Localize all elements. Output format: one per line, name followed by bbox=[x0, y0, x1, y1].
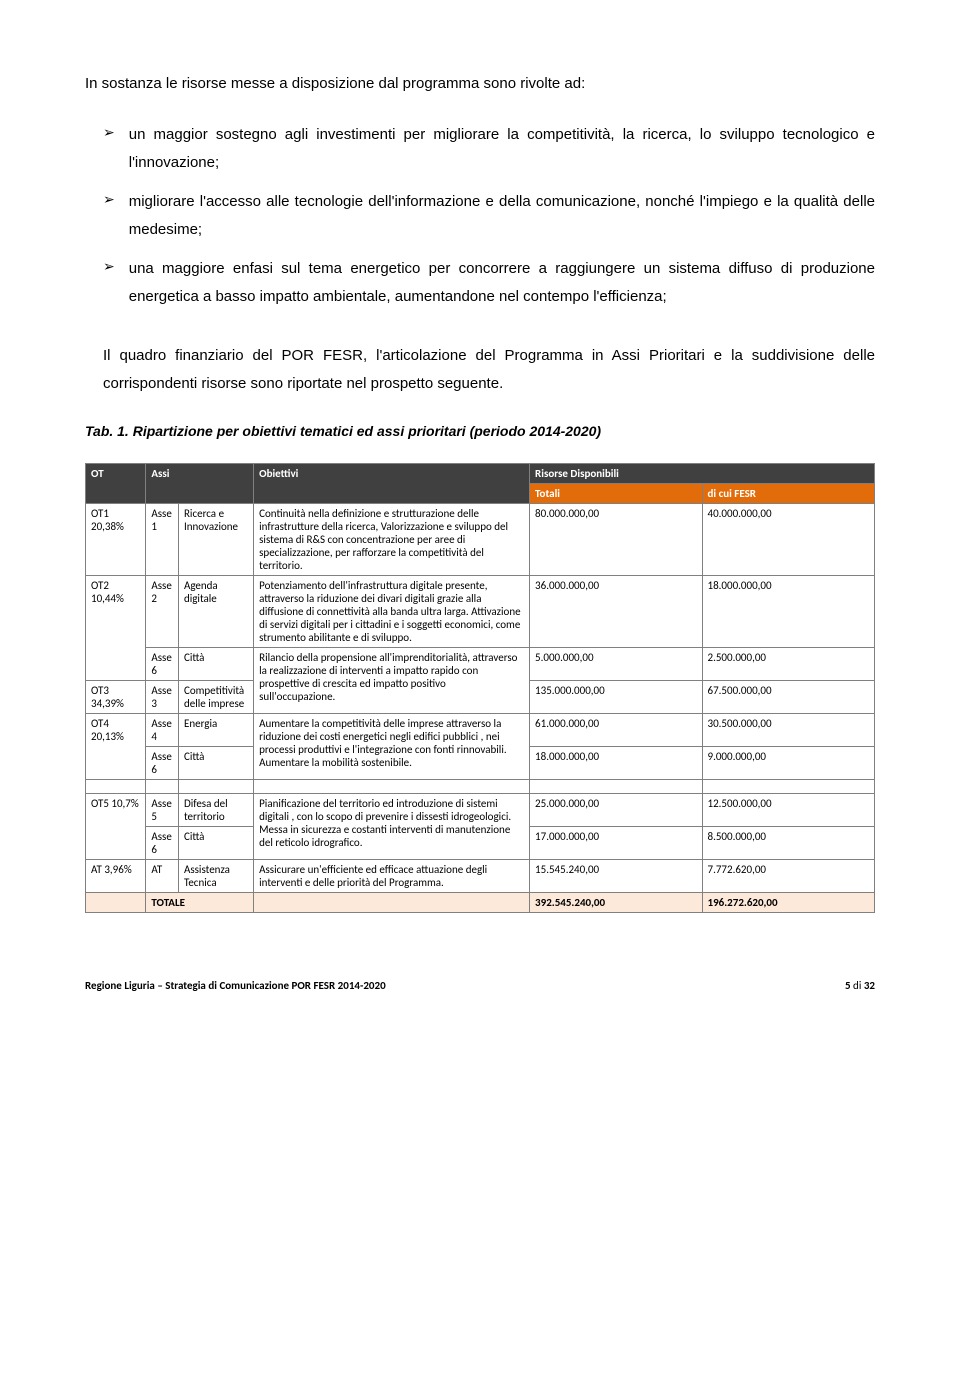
cell-tot: 25.000.000,00 bbox=[530, 793, 702, 826]
cell-tot: 80.000.000,00 bbox=[530, 503, 702, 575]
cell-tot: 17.000.000,00 bbox=[530, 826, 702, 859]
cell-ot: OT1 20,38% bbox=[86, 503, 146, 575]
cell-asse-name: Competitività delle imprese bbox=[178, 680, 253, 713]
cell-fesr: 67.500.000,00 bbox=[702, 680, 875, 713]
th-ot: OT bbox=[86, 463, 146, 503]
cell-fesr: 8.500.000,00 bbox=[702, 826, 875, 859]
cell-empty bbox=[254, 892, 530, 912]
cell-asse: Asse 6 bbox=[146, 826, 179, 859]
cell-asse: AT bbox=[146, 859, 179, 892]
cell-ot: OT2 10,44% bbox=[86, 575, 146, 680]
cell-fesr: 40.000.000,00 bbox=[702, 503, 875, 575]
cell-obj: Aumentare la competitività delle imprese… bbox=[254, 713, 530, 779]
bullet-text: migliorare l'accesso alle tecnologie del… bbox=[129, 188, 875, 245]
cell-obj: Rilancio della propensione all'imprendit… bbox=[254, 647, 530, 713]
cell-tot: 135.000.000,00 bbox=[530, 680, 702, 713]
cell-asse: Asse 6 bbox=[146, 647, 179, 680]
bullet-item: ➢ migliorare l'accesso alle tecnologie de… bbox=[103, 188, 875, 245]
cell-fesr: 7.772.620,00 bbox=[702, 859, 875, 892]
total-fesr: 196.272.620,00 bbox=[702, 892, 875, 912]
bullet-item: ➢ una maggiore enfasi sul tema energetico… bbox=[103, 255, 875, 312]
cell-empty bbox=[86, 892, 146, 912]
table-row: AT 3,96%ATAssistenza TecnicaAssicurare u… bbox=[86, 859, 875, 892]
cell-tot: 18.000.000,00 bbox=[530, 746, 702, 779]
bullet-marker-icon: ➢ bbox=[103, 258, 115, 275]
table-row: OT2 10,44%Asse 2Agenda digitalePotenziam… bbox=[86, 575, 875, 647]
cell-asse: Asse 5 bbox=[146, 793, 179, 826]
cell-fesr: 2.500.000,00 bbox=[702, 647, 875, 680]
cell-fesr: 18.000.000,00 bbox=[702, 575, 875, 647]
cell-tot: 5.000.000,00 bbox=[530, 647, 702, 680]
body-paragraph: Il quadro finanziario del POR FESR, l'ar… bbox=[103, 342, 875, 399]
th-obiettivi: Obiettivi bbox=[254, 463, 530, 503]
bullet-text: un maggior sostegno agli investimenti pe… bbox=[129, 121, 875, 178]
cell-obj: Assicurare un'efficiente ed efficace att… bbox=[254, 859, 530, 892]
cell-obj: Potenziamento dell'infrastruttura digita… bbox=[254, 575, 530, 647]
cell-asse-name: Energia bbox=[178, 713, 253, 746]
cell-asse: Asse 2 bbox=[146, 575, 179, 647]
th-totali: Totali bbox=[530, 483, 702, 503]
total-label: TOTALE bbox=[146, 892, 254, 912]
cell-asse-name: Città bbox=[178, 826, 253, 859]
cell-tot: 36.000.000,00 bbox=[530, 575, 702, 647]
table-row: Asse 6CittàRilancio della propensione al… bbox=[86, 647, 875, 680]
cell-asse: Asse 1 bbox=[146, 503, 179, 575]
cell-asse-name: Agenda digitale bbox=[178, 575, 253, 647]
th-assi: Assi bbox=[146, 463, 254, 503]
intro-text: In sostanza le risorse messe a disposizi… bbox=[85, 70, 875, 99]
cell-asse-name: Città bbox=[178, 647, 253, 680]
bullet-list: ➢ un maggior sostegno agli investimenti p… bbox=[103, 121, 875, 312]
page-footer: Regione Liguria – Strategia di Comunicaz… bbox=[85, 973, 875, 992]
page-total: 32 bbox=[864, 979, 875, 992]
cell-fesr: 9.000.000,00 bbox=[702, 746, 875, 779]
total-row: TOTALE 392.545.240,00196.272.620,00 bbox=[86, 892, 875, 912]
bullet-marker-icon: ➢ bbox=[103, 124, 115, 141]
cell-ot: AT 3,96% bbox=[86, 859, 146, 892]
cell-fesr: 12.500.000,00 bbox=[702, 793, 875, 826]
cell-asse-name: Assistenza Tecnica bbox=[178, 859, 253, 892]
cell-asse: Asse 4 bbox=[146, 713, 179, 746]
table-row: OT5 10,7%Asse 5Difesa del territorioPian… bbox=[86, 793, 875, 826]
table-title: Tab. 1. Ripartizione per obiettivi temat… bbox=[85, 423, 875, 439]
footer-right: 5 di 32 bbox=[845, 979, 875, 992]
total-tot: 392.545.240,00 bbox=[530, 892, 702, 912]
cell-asse: Asse 3 bbox=[146, 680, 179, 713]
bullet-text: una maggiore enfasi sul tema energetico … bbox=[129, 255, 875, 312]
spacer-row bbox=[86, 779, 875, 793]
table-row: OT4 20,13%Asse 4EnergiaAumentare la comp… bbox=[86, 713, 875, 746]
data-table: OT Assi Obiettivi Risorse Disponibili To… bbox=[85, 463, 875, 913]
cell-asse-name: Difesa del territorio bbox=[178, 793, 253, 826]
cell-fesr: 30.500.000,00 bbox=[702, 713, 875, 746]
th-risorse: Risorse Disponibili bbox=[530, 463, 875, 483]
cell-asse-name: Ricerca e Innovazione bbox=[178, 503, 253, 575]
table-row: OT1 20,38%Asse 1Ricerca e InnovazioneCon… bbox=[86, 503, 875, 575]
cell-ot: OT4 20,13% bbox=[86, 713, 146, 779]
bullet-item: ➢ un maggior sostegno agli investimenti p… bbox=[103, 121, 875, 178]
cell-obj: Pianificazione del territorio ed introdu… bbox=[254, 793, 530, 859]
cell-ot: OT3 34,39% bbox=[86, 680, 146, 713]
cell-tot: 61.000.000,00 bbox=[530, 713, 702, 746]
cell-asse: Asse 6 bbox=[146, 746, 179, 779]
cell-tot: 15.545.240,00 bbox=[530, 859, 702, 892]
cell-asse-name: Città bbox=[178, 746, 253, 779]
cell-obj: Continuità nella definizione e struttura… bbox=[254, 503, 530, 575]
th-dicui: di cui FESR bbox=[702, 483, 875, 503]
cell-ot: OT5 10,7% bbox=[86, 793, 146, 859]
page-of: di bbox=[851, 979, 864, 992]
bullet-marker-icon: ➢ bbox=[103, 191, 115, 208]
footer-left: Regione Liguria – Strategia di Comunicaz… bbox=[85, 979, 386, 992]
